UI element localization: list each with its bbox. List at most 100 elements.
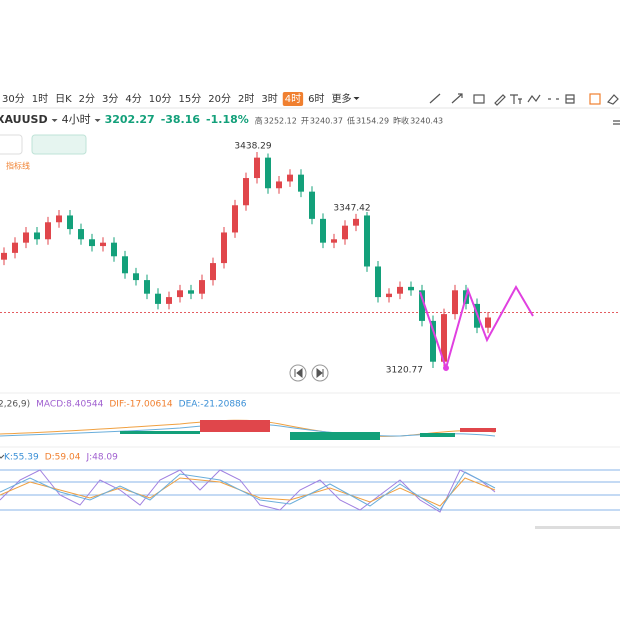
stat-label: 低 (347, 116, 355, 126)
candle-body (232, 205, 238, 233)
candle-body (320, 218, 326, 243)
macd-label: DEA:-21.20886 (179, 400, 247, 410)
toolbar: 30分 1时 日K 2分 3分 4分 10分 15分 20分 2时 3时 4时 6时 更多 (2, 92, 360, 106)
tool-wave[interactable] (527, 94, 541, 103)
period-tab[interactable]: 20分 (208, 93, 231, 105)
macd-label: MACD:8.40544 (36, 400, 104, 410)
interval-caret (94, 119, 101, 122)
period-tab[interactable]: 10分 (149, 93, 172, 105)
period-tab[interactable]: 2分 (79, 93, 95, 105)
period-tab[interactable]: 30分 (2, 93, 25, 105)
candle-body (166, 297, 172, 304)
macd-bar (200, 420, 270, 432)
price-annotation: 3438.29 (234, 142, 271, 152)
candle-body (265, 157, 271, 189)
tool-edit[interactable] (589, 93, 601, 105)
candle-body (210, 263, 216, 281)
kdj-label: D:59.04 (45, 453, 81, 463)
price-box[interactable] (31, 134, 87, 155)
candle-body (430, 320, 436, 362)
scrollbar[interactable] (535, 526, 620, 529)
stat-label: 昨收 (393, 116, 409, 126)
candle-body (67, 215, 73, 230)
macd-bar (460, 428, 496, 432)
candle-body (452, 290, 458, 315)
candle-body (331, 239, 337, 243)
candle-body (386, 293, 392, 298)
candle-body (243, 178, 249, 206)
kdj-icon (0, 454, 5, 459)
stat-label: 高 (255, 116, 263, 126)
dea-line (0, 423, 496, 437)
k-line (0, 471, 496, 511)
period-tab[interactable]: 1时 (32, 93, 48, 105)
period-tab[interactable]: 6时 (308, 93, 324, 105)
candle-body (199, 280, 205, 294)
candle-body (342, 225, 348, 240)
candle-body (155, 293, 161, 304)
stat-value: 3154.29 (356, 117, 389, 126)
next-icon (316, 367, 324, 379)
tool-line[interactable] (429, 93, 441, 104)
candle-body (78, 229, 84, 240)
candle-body (298, 174, 304, 192)
period-tab[interactable]: 2时 (238, 93, 254, 105)
candle-body (144, 280, 150, 294)
tool-menu[interactable] (613, 120, 620, 125)
macd-bar (420, 433, 455, 437)
prev-icon (294, 367, 303, 379)
stat-value: 3240.37 (310, 117, 343, 126)
candle-body (177, 290, 183, 298)
quote-field: XAUUSD (0, 113, 48, 126)
macd-bar (290, 432, 380, 440)
tool-pen[interactable] (494, 94, 506, 106)
candle-body (364, 215, 370, 267)
macd-histogram (120, 420, 496, 440)
candle-body (419, 290, 425, 321)
candle-body (12, 242, 18, 253)
candle-body (397, 286, 403, 294)
period-tab[interactable]: 3时 (261, 93, 277, 105)
stat-label: 开 (301, 117, 309, 126)
quote-bar: XAUUSD 4小时 3202.27 -38.16 -1.18% 高 3252.12 开 324… (0, 113, 443, 171)
tool-eraser[interactable] (606, 94, 619, 105)
tool-text[interactable] (510, 94, 522, 104)
stat-value: 3240.43 (410, 117, 443, 126)
period-tab[interactable]: 4分 (125, 93, 141, 105)
candle-body (221, 232, 227, 264)
candle-body (309, 191, 315, 219)
active-tab-bg (282, 92, 304, 106)
indicator-link[interactable]: 指标线 (6, 161, 30, 171)
period-tab[interactable]: 3分 (102, 93, 118, 105)
tool-layout[interactable] (565, 94, 575, 104)
tool-rect[interactable] (473, 94, 485, 104)
quote-field: -38.16 (161, 113, 201, 126)
period-tab[interactable]: 日K (55, 94, 72, 105)
pattern-drawing (419, 284, 534, 372)
candle-body (100, 242, 106, 247)
input-box[interactable] (0, 134, 23, 155)
candle-body (122, 256, 128, 274)
w-pattern (419, 284, 534, 372)
candle-body (89, 239, 95, 247)
drawing-tools (429, 93, 620, 125)
macd-pane: 2,26,9) MACD:8.40544 DIF:-17.00614 DEA:-21.… (0, 400, 496, 440)
tool-ray[interactable] (451, 93, 463, 104)
candle-body (23, 232, 29, 243)
j-line (0, 469, 496, 513)
period-tab[interactable]: 15分 (179, 93, 202, 105)
app-area (0, 90, 620, 530)
price-annotation: 3347.42 (333, 203, 370, 213)
candle-body (133, 273, 139, 281)
candle-body (276, 181, 282, 189)
kdj-pane: K:55.39 D:59.04 J:48.09 (0, 453, 620, 513)
playback-controls (289, 364, 329, 382)
more-button[interactable]: 更多 (332, 92, 352, 105)
period-tab[interactable]: 4时 (285, 93, 301, 105)
quote-field: 3202.27 (105, 113, 155, 126)
candle-body (1, 252, 7, 260)
kdj-label: K:55.39 (4, 453, 39, 463)
candle-body (485, 317, 491, 328)
